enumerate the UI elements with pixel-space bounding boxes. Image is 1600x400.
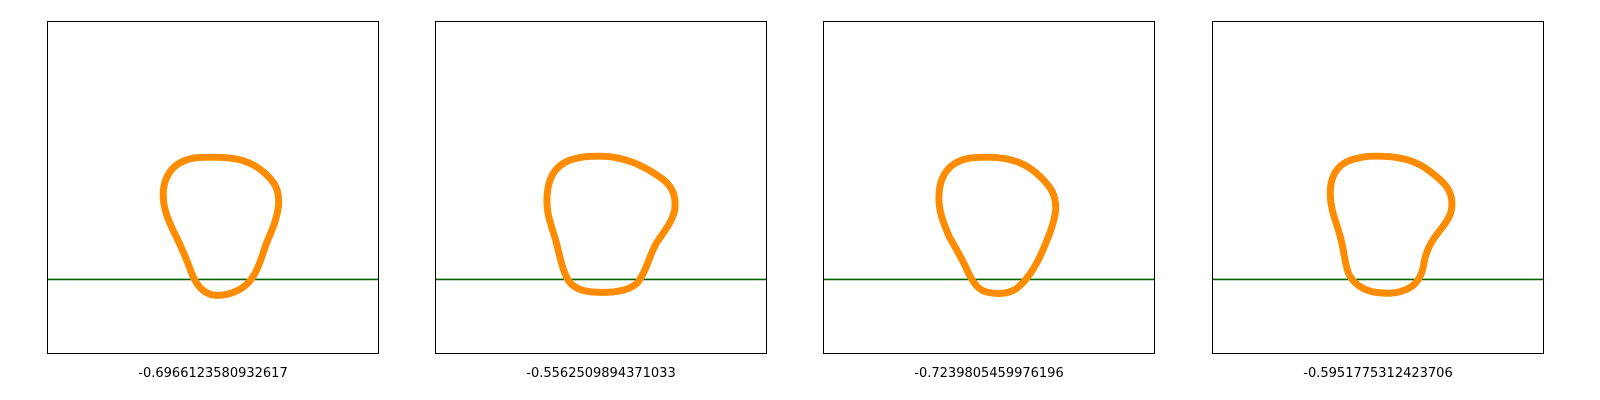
blob-contour [543, 152, 679, 296]
plot-panel-4 [1212, 21, 1544, 354]
panel-4-canvas [1213, 152, 1543, 297]
blob-contour [159, 153, 283, 299]
plot-panel-3 [823, 21, 1155, 354]
panel-2-canvas [436, 152, 766, 296]
plot-panel-1 [47, 21, 379, 354]
plot-panel-2 [435, 21, 767, 354]
blob-contour [935, 153, 1060, 298]
panel-1-caption: -0.6966123580932617 [138, 366, 288, 381]
blob-contour [1326, 152, 1456, 297]
panel-1-canvas [48, 153, 378, 299]
panel-2-caption: -0.5562509894371033 [526, 366, 676, 381]
panel-3-canvas [824, 153, 1154, 298]
panel-4-caption: -0.5951775312423706 [1303, 366, 1453, 381]
panel-3-caption: -0.7239805459976196 [914, 366, 1064, 381]
